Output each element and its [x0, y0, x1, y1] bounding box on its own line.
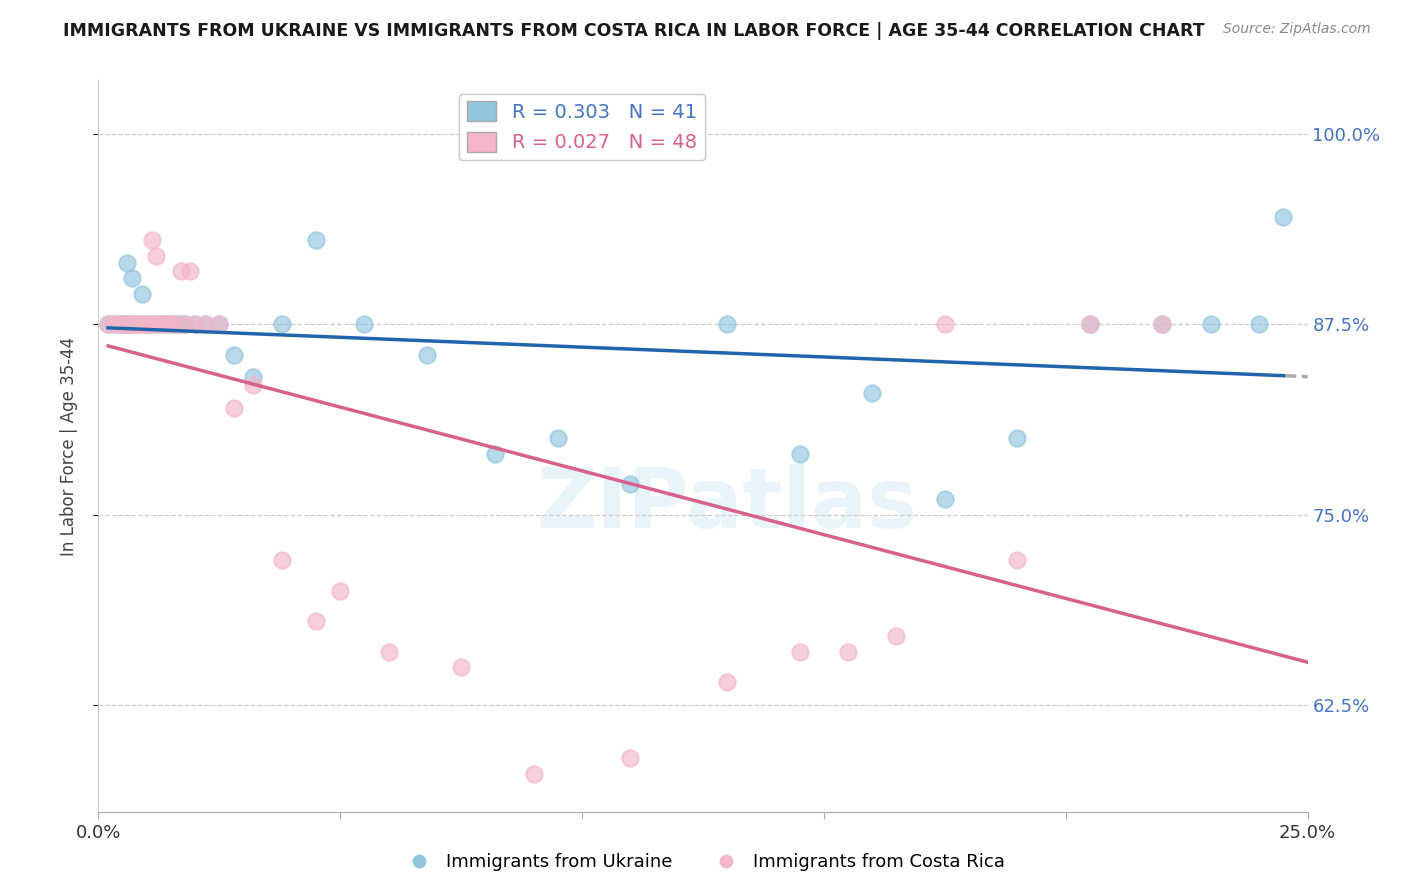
- Point: [97, 317, 120, 331]
- Point: [179, 264, 201, 278]
- Point: [222, 347, 245, 362]
- Point: [165, 317, 187, 331]
- Point: [619, 751, 641, 765]
- Point: [150, 317, 173, 331]
- Point: [242, 378, 264, 392]
- Point: [184, 317, 207, 331]
- Point: [837, 645, 859, 659]
- Point: [160, 317, 183, 331]
- Point: [135, 317, 157, 331]
- Point: [155, 317, 177, 331]
- Point: [127, 317, 149, 331]
- Point: [1007, 431, 1029, 445]
- Point: [141, 317, 163, 331]
- Point: [145, 248, 167, 262]
- Point: [1007, 553, 1029, 567]
- Point: [242, 370, 264, 384]
- Point: [789, 447, 811, 461]
- Point: [117, 317, 139, 331]
- Point: [131, 317, 153, 331]
- Point: [716, 317, 738, 331]
- Point: [150, 317, 173, 331]
- Point: [208, 317, 231, 331]
- Point: [184, 317, 207, 331]
- Point: [169, 317, 191, 331]
- Point: [127, 317, 149, 331]
- Point: [131, 286, 153, 301]
- Point: [450, 660, 472, 674]
- Point: [141, 317, 163, 331]
- Point: [329, 583, 352, 598]
- Point: [789, 645, 811, 659]
- Point: [484, 447, 506, 461]
- Point: [271, 553, 294, 567]
- Point: [141, 233, 163, 247]
- Point: [121, 317, 143, 331]
- Point: [174, 317, 197, 331]
- Point: [121, 271, 143, 285]
- Point: [619, 477, 641, 491]
- Point: [117, 317, 139, 331]
- Point: [208, 317, 231, 331]
- Text: Source: ZipAtlas.com: Source: ZipAtlas.com: [1223, 22, 1371, 37]
- Point: [523, 766, 546, 780]
- Point: [886, 630, 908, 644]
- Y-axis label: In Labor Force | Age 35-44: In Labor Force | Age 35-44: [59, 336, 77, 556]
- Point: [155, 317, 177, 331]
- Point: [117, 256, 139, 270]
- Point: [716, 675, 738, 690]
- Point: [101, 317, 124, 331]
- Point: [160, 317, 183, 331]
- Point: [547, 431, 569, 445]
- Point: [107, 317, 129, 331]
- Point: [117, 317, 139, 331]
- Point: [111, 317, 134, 331]
- Point: [377, 645, 399, 659]
- Point: [860, 385, 883, 400]
- Point: [1199, 317, 1222, 331]
- Point: [131, 317, 153, 331]
- Point: [174, 317, 197, 331]
- Point: [1272, 211, 1295, 225]
- Point: [107, 317, 129, 331]
- Point: [135, 317, 157, 331]
- Point: [1152, 317, 1174, 331]
- Legend: Immigrants from Ukraine, Immigrants from Costa Rica: Immigrants from Ukraine, Immigrants from…: [394, 847, 1012, 879]
- Point: [97, 317, 120, 331]
- Point: [111, 317, 134, 331]
- Point: [416, 347, 439, 362]
- Point: [135, 317, 157, 331]
- Point: [1078, 317, 1101, 331]
- Point: [169, 264, 191, 278]
- Legend: R = 0.303   N = 41, R = 0.027   N = 48: R = 0.303 N = 41, R = 0.027 N = 48: [460, 94, 704, 160]
- Point: [194, 317, 217, 331]
- Point: [305, 233, 328, 247]
- Point: [121, 317, 143, 331]
- Point: [934, 492, 956, 507]
- Point: [145, 317, 167, 331]
- Point: [1152, 317, 1174, 331]
- Point: [165, 317, 187, 331]
- Point: [194, 317, 217, 331]
- Point: [1078, 317, 1101, 331]
- Point: [145, 317, 167, 331]
- Point: [121, 317, 143, 331]
- Text: IMMIGRANTS FROM UKRAINE VS IMMIGRANTS FROM COSTA RICA IN LABOR FORCE | AGE 35-44: IMMIGRANTS FROM UKRAINE VS IMMIGRANTS FR…: [63, 22, 1205, 40]
- Point: [271, 317, 294, 331]
- Point: [127, 317, 149, 331]
- Point: [101, 317, 124, 331]
- Point: [934, 317, 956, 331]
- Point: [1249, 317, 1271, 331]
- Point: [150, 317, 173, 331]
- Point: [305, 614, 328, 628]
- Point: [131, 317, 153, 331]
- Point: [222, 401, 245, 415]
- Text: ZIPatlas: ZIPatlas: [537, 464, 918, 545]
- Point: [353, 317, 375, 331]
- Point: [111, 317, 134, 331]
